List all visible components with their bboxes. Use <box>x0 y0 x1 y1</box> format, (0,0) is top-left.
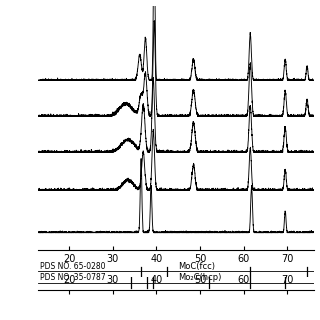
Text: PDS NO. 65-0280: PDS NO. 65-0280 <box>40 262 105 271</box>
Text: MoC(fcc): MoC(fcc) <box>178 262 215 271</box>
Text: PDS NO. 35-0787: PDS NO. 35-0787 <box>40 273 105 282</box>
Text: Mo₂C(hcp): Mo₂C(hcp) <box>178 273 221 282</box>
